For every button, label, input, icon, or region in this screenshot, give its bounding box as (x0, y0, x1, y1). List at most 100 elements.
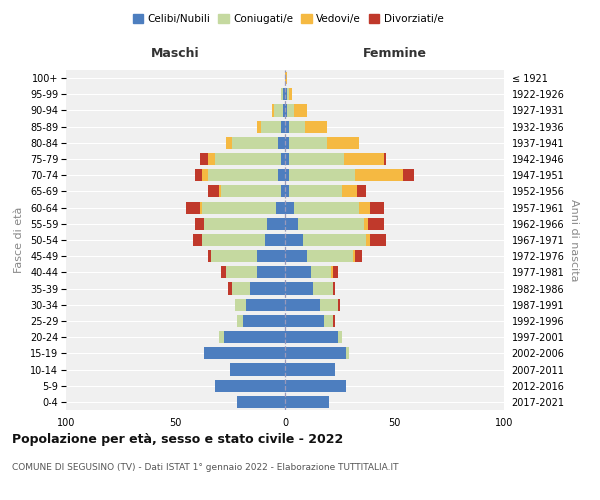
Bar (220, 331, 224, 343)
Bar (281, 88, 283, 101)
Bar (285, 298, 320, 311)
Bar (208, 169, 278, 181)
Bar (226, 137, 232, 149)
Y-axis label: Fasce di età: Fasce di età (14, 207, 25, 273)
Bar (370, 234, 386, 246)
Bar (204, 218, 268, 230)
Bar (281, 186, 285, 198)
Bar (235, 298, 245, 311)
Bar (195, 218, 204, 230)
Bar (274, 104, 283, 117)
Bar (278, 137, 285, 149)
Bar (257, 120, 261, 132)
Bar (285, 266, 311, 278)
Bar (195, 169, 202, 181)
Bar (355, 250, 362, 262)
Bar (287, 88, 289, 101)
Bar (265, 234, 285, 246)
Bar (285, 331, 338, 343)
Bar (281, 153, 285, 165)
Bar (338, 298, 340, 311)
Bar (305, 120, 326, 132)
Bar (283, 88, 285, 101)
Text: Popolazione per età, sesso e stato civile - 2022: Popolazione per età, sesso e stato civil… (12, 432, 343, 446)
Bar (285, 396, 329, 408)
Bar (302, 234, 366, 246)
Text: COMUNE DI SEGUSINO (TV) - Dati ISTAT 1° gennaio 2022 - Elaborazione TUTTITALIA.I: COMUNE DI SEGUSINO (TV) - Dati ISTAT 1° … (12, 463, 398, 472)
Bar (364, 218, 368, 230)
Bar (232, 282, 250, 294)
Bar (272, 104, 274, 117)
Bar (285, 186, 289, 198)
Bar (285, 364, 335, 376)
Bar (285, 315, 325, 327)
Bar (193, 234, 202, 246)
Bar (211, 250, 257, 262)
Bar (355, 169, 403, 181)
Bar (285, 202, 294, 213)
Bar (353, 250, 355, 262)
Bar (294, 202, 359, 213)
Bar (230, 364, 285, 376)
Bar (228, 282, 232, 294)
Bar (311, 266, 331, 278)
Bar (208, 153, 215, 165)
Bar (285, 104, 287, 117)
Bar (383, 153, 386, 165)
Bar (278, 169, 285, 181)
Bar (202, 202, 276, 213)
Bar (294, 104, 307, 117)
Bar (283, 104, 285, 117)
Bar (215, 153, 281, 165)
Bar (285, 348, 346, 360)
Bar (224, 331, 285, 343)
Bar (285, 137, 289, 149)
Bar (333, 266, 338, 278)
Bar (307, 250, 353, 262)
Bar (257, 266, 285, 278)
Legend: Celibi/Nubili, Coniugati/e, Vedovi/e, Divorziati/e: Celibi/Nubili, Coniugati/e, Vedovi/e, Di… (128, 10, 448, 29)
Bar (325, 315, 333, 327)
Bar (338, 331, 342, 343)
Bar (285, 218, 298, 230)
Bar (232, 137, 278, 149)
Bar (226, 266, 257, 278)
Bar (368, 218, 383, 230)
Bar (285, 250, 307, 262)
Bar (215, 380, 285, 392)
Bar (342, 186, 357, 198)
Y-axis label: Anni di nascita: Anni di nascita (569, 198, 578, 281)
Bar (289, 153, 344, 165)
Bar (202, 169, 208, 181)
Bar (285, 72, 287, 84)
Bar (333, 315, 335, 327)
Bar (331, 266, 333, 278)
Bar (237, 396, 285, 408)
Bar (208, 186, 220, 198)
Bar (289, 120, 305, 132)
Bar (200, 153, 208, 165)
Bar (250, 282, 285, 294)
Bar (281, 120, 285, 132)
Bar (221, 186, 281, 198)
Bar (285, 120, 289, 132)
Bar (326, 137, 359, 149)
Bar (204, 348, 285, 360)
Bar (268, 218, 285, 230)
Bar (346, 348, 349, 360)
Bar (285, 153, 289, 165)
Bar (403, 169, 414, 181)
Bar (366, 234, 370, 246)
Bar (202, 234, 265, 246)
Bar (344, 153, 383, 165)
Bar (370, 202, 383, 213)
Bar (208, 250, 211, 262)
Bar (285, 169, 289, 181)
Bar (237, 315, 244, 327)
Bar (285, 380, 346, 392)
Bar (287, 104, 294, 117)
Bar (289, 186, 342, 198)
Text: Maschi: Maschi (151, 48, 200, 60)
Bar (333, 282, 335, 294)
Bar (313, 282, 333, 294)
